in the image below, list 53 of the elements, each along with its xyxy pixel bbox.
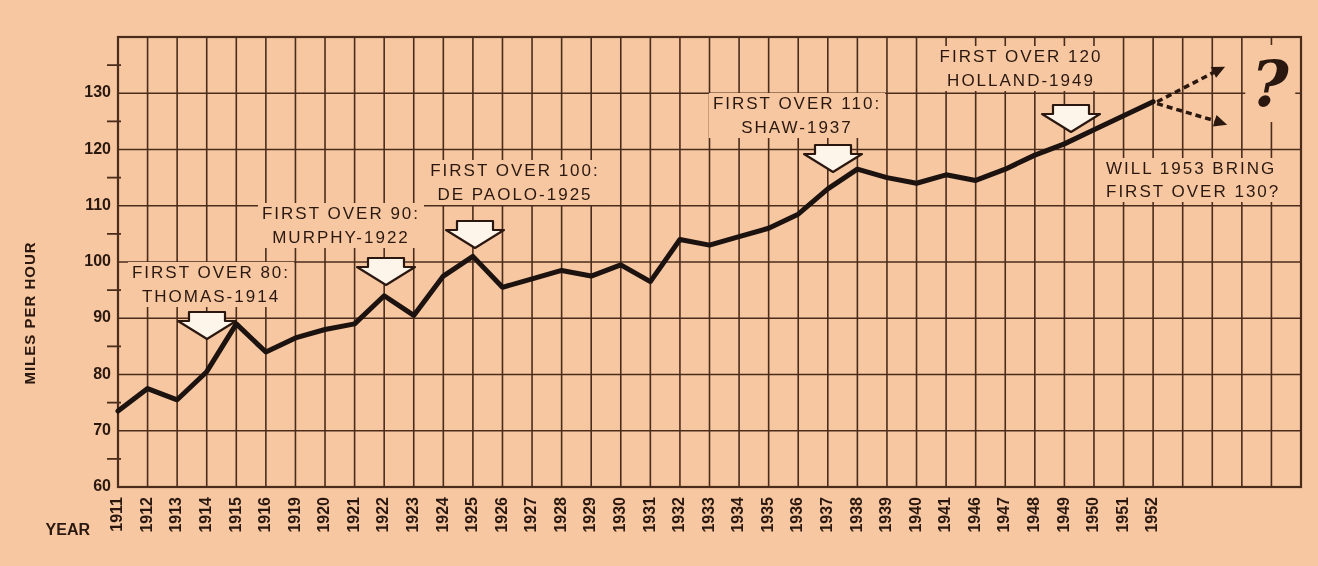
x-tick-label: 1933 (699, 496, 717, 533)
x-tick-label: 1914 (196, 496, 214, 533)
x-tick-label: 1926 (492, 496, 510, 533)
x-tick-label: 1925 (463, 496, 481, 533)
x-tick-label: 1921 (344, 496, 362, 533)
x-tick-label: 1949 (1054, 496, 1072, 533)
y-tick-label: 70 (93, 420, 112, 438)
x-tick-label: 1951 (1113, 496, 1131, 533)
x-tick-label: 1919 (285, 496, 303, 533)
y-tick-label: 130 (84, 83, 112, 101)
y-tick-label: 100 (84, 252, 112, 270)
annotation: FIRST OVER 90: MURPHY-1922 (261, 204, 421, 247)
x-axis-title: YEAR (45, 521, 91, 539)
x-tick-label: 1923 (403, 496, 421, 533)
x-tick-label: 1940 (906, 496, 924, 533)
x-tick-label: 1915 (226, 496, 244, 533)
x-tick-label: 1936 (788, 496, 806, 533)
x-tick-label: 1927 (522, 496, 540, 533)
y-axis-title: MILES PER HOUR (20, 241, 38, 385)
annotation: FIRST OVER 80: THOMAS-1914 (131, 263, 291, 306)
y-tick-label: 90 (93, 308, 112, 326)
annotation: FIRST OVER 100: DE PAOLO-1925 (430, 161, 600, 204)
x-tick-label: 1939 (877, 496, 895, 533)
x-tick-label: 1931 (640, 496, 658, 533)
annotation: FIRST OVER 120 HOLLAND-1949 (939, 47, 1103, 90)
x-tick-label: 1952 (1143, 496, 1161, 533)
x-tick-label: 1916 (256, 496, 274, 533)
annotation: FIRST OVER 110: SHAW-1937 (712, 94, 882, 137)
annotation: WILL 1953 BRING FIRST OVER 130? (1106, 159, 1281, 201)
x-tick-label: 1924 (433, 496, 451, 533)
x-tick-label: 1912 (137, 496, 155, 533)
x-tick-label: 1948 (1025, 496, 1043, 533)
x-tick-label: 1930 (610, 496, 629, 533)
x-tick-label: 1934 (729, 496, 747, 533)
x-tick-label: 1946 (965, 496, 983, 533)
annotation: ? (1251, 46, 1290, 121)
x-tick-label: 1929 (581, 496, 599, 533)
x-tick-label: 1911 (108, 496, 126, 532)
x-tick-label: 1932 (670, 496, 688, 533)
x-tick-label: 1950 (1084, 496, 1102, 533)
y-tick-label: 110 (85, 195, 112, 213)
y-tick-label: 120 (84, 139, 112, 157)
y-tick-label: 60 (93, 477, 112, 495)
x-tick-label: 1935 (758, 496, 776, 533)
x-tick-label: 1928 (551, 496, 569, 533)
x-tick-label: 1920 (315, 496, 333, 533)
x-tick-label: 1938 (847, 496, 865, 533)
x-tick-label: 1941 (936, 496, 954, 533)
x-tick-label: 1947 (995, 496, 1013, 533)
y-tick-label: 80 (93, 364, 112, 382)
x-tick-label: 1937 (818, 496, 836, 533)
x-tick-label: 1922 (374, 496, 392, 533)
x-tick-label: 1913 (167, 496, 185, 533)
